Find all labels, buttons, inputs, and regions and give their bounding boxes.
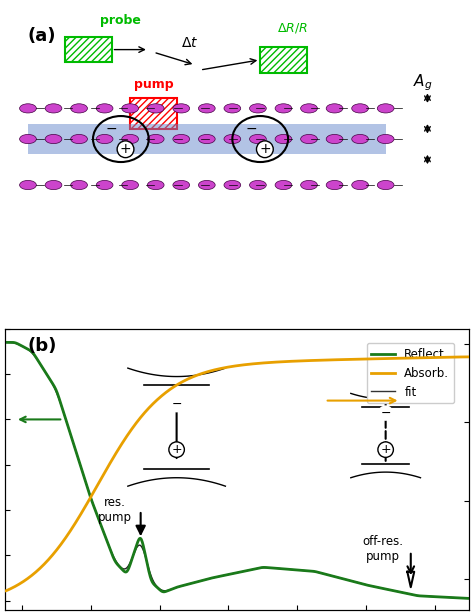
Circle shape: [301, 134, 318, 144]
Text: −: −: [106, 122, 118, 136]
Text: off-res.
pump: off-res. pump: [363, 535, 404, 562]
Circle shape: [45, 134, 62, 144]
Circle shape: [199, 134, 215, 144]
Circle shape: [122, 103, 138, 113]
Circle shape: [275, 103, 292, 113]
Text: (a): (a): [28, 26, 56, 44]
Text: +: +: [171, 443, 182, 456]
Circle shape: [173, 134, 190, 144]
Circle shape: [199, 103, 215, 113]
Text: pump: pump: [134, 78, 173, 91]
Circle shape: [71, 134, 87, 144]
Bar: [65, 37, 111, 62]
Text: (b): (b): [28, 337, 57, 355]
Bar: [130, 98, 177, 129]
Circle shape: [45, 103, 62, 113]
Circle shape: [96, 180, 113, 190]
Circle shape: [19, 180, 36, 190]
Circle shape: [71, 103, 87, 113]
Circle shape: [224, 103, 241, 113]
Circle shape: [249, 180, 266, 190]
Text: −: −: [381, 407, 391, 419]
Text: res.
pump: res. pump: [98, 496, 132, 524]
Circle shape: [147, 103, 164, 113]
Circle shape: [352, 180, 368, 190]
Circle shape: [326, 103, 343, 113]
Circle shape: [301, 180, 318, 190]
Text: $\Delta t$: $\Delta t$: [181, 36, 199, 50]
Circle shape: [96, 134, 113, 144]
Circle shape: [71, 180, 87, 190]
Circle shape: [173, 180, 190, 190]
Circle shape: [326, 134, 343, 144]
Circle shape: [249, 103, 266, 113]
Circle shape: [377, 103, 394, 113]
Circle shape: [45, 180, 62, 190]
Bar: [260, 47, 307, 73]
Circle shape: [326, 180, 343, 190]
Circle shape: [147, 134, 164, 144]
Text: −: −: [245, 122, 257, 136]
Text: $A_g$: $A_g$: [413, 73, 433, 93]
Text: −: −: [172, 398, 182, 411]
Circle shape: [352, 134, 368, 144]
Text: +: +: [120, 142, 131, 156]
Circle shape: [352, 103, 368, 113]
Text: +: +: [259, 142, 271, 156]
Circle shape: [224, 180, 241, 190]
Circle shape: [122, 180, 138, 190]
Circle shape: [377, 134, 394, 144]
Circle shape: [199, 180, 215, 190]
Circle shape: [275, 180, 292, 190]
Circle shape: [377, 180, 394, 190]
Circle shape: [275, 134, 292, 144]
Circle shape: [147, 180, 164, 190]
Legend: Reflect., Absorb., fit: Reflect., Absorb., fit: [366, 343, 454, 403]
Circle shape: [249, 134, 266, 144]
Circle shape: [96, 103, 113, 113]
Text: $\Delta R/R$: $\Delta R/R$: [277, 21, 308, 35]
Circle shape: [173, 103, 190, 113]
Circle shape: [19, 103, 36, 113]
Circle shape: [224, 134, 241, 144]
Circle shape: [19, 134, 36, 144]
Circle shape: [122, 134, 138, 144]
Text: +: +: [380, 443, 391, 456]
Text: probe: probe: [100, 14, 141, 27]
Bar: [28, 124, 386, 155]
Circle shape: [301, 103, 318, 113]
